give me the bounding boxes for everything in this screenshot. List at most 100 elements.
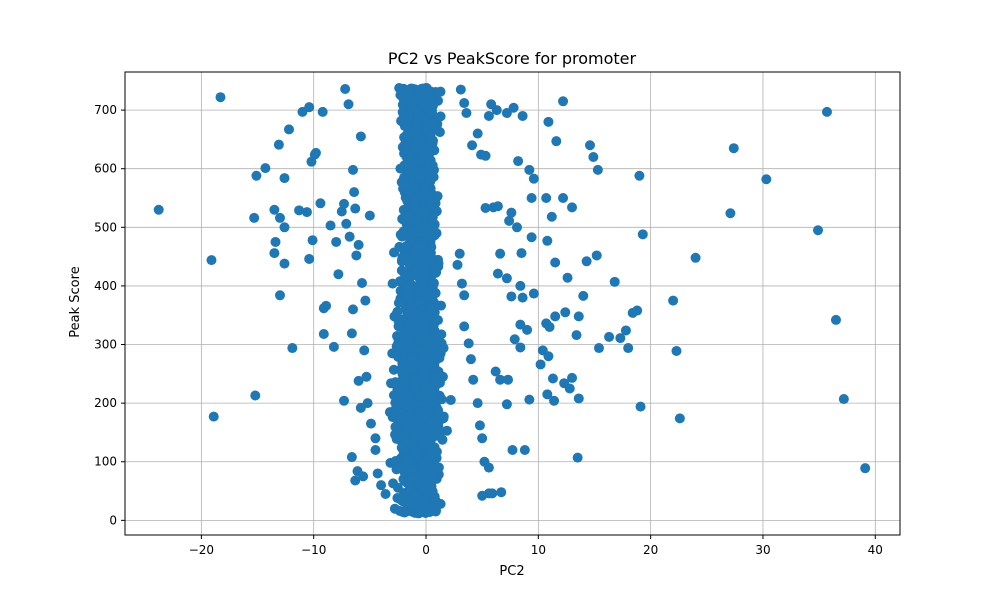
data-point	[419, 205, 430, 216]
axes-frame	[124, 71, 901, 536]
data-point	[427, 354, 438, 365]
data-point	[355, 131, 366, 142]
data-point	[490, 366, 501, 377]
data-point	[495, 248, 506, 259]
data-point	[412, 134, 423, 145]
data-point	[410, 215, 421, 226]
data-point	[860, 463, 871, 474]
data-point	[511, 222, 522, 233]
data-point	[404, 364, 415, 375]
data-point	[418, 353, 429, 364]
data-point	[397, 99, 408, 110]
data-point	[315, 198, 326, 209]
data-point	[380, 488, 391, 499]
data-point	[420, 268, 431, 279]
data-point	[635, 401, 646, 412]
data-point	[399, 180, 410, 191]
data-point	[269, 204, 280, 215]
data-point	[416, 425, 427, 436]
data-point	[526, 193, 537, 204]
data-point	[465, 354, 476, 365]
data-point	[317, 106, 328, 117]
data-point	[547, 373, 558, 384]
data-point	[522, 324, 533, 335]
data-point	[421, 345, 432, 356]
data-point	[353, 375, 364, 386]
data-point	[496, 487, 507, 498]
data-point	[591, 250, 602, 261]
data-point	[325, 220, 336, 231]
data-point	[393, 297, 404, 308]
data-point	[402, 85, 413, 96]
data-point	[206, 255, 217, 266]
data-point	[524, 164, 535, 175]
data-point	[436, 394, 447, 405]
data-point	[269, 248, 280, 259]
data-point	[501, 108, 512, 119]
data-point	[389, 503, 400, 514]
data-point	[632, 305, 643, 316]
data-point	[273, 139, 284, 150]
data-point	[417, 254, 428, 265]
data-point	[468, 374, 479, 385]
data-point	[406, 234, 417, 245]
data-point	[517, 110, 528, 121]
data-point	[249, 212, 260, 223]
data-point	[403, 400, 414, 411]
data-point	[388, 364, 399, 375]
data-point	[503, 374, 514, 385]
data-point	[396, 364, 407, 375]
x-tick-label: 0	[422, 543, 430, 557]
data-point	[270, 236, 281, 247]
data-point	[339, 395, 350, 406]
data-point	[551, 136, 562, 147]
data-point	[412, 240, 423, 251]
data-point	[609, 276, 620, 287]
y-axis-label: Peak Score	[68, 266, 83, 337]
data-point	[346, 452, 357, 463]
data-point	[549, 395, 560, 406]
data-point	[407, 353, 418, 364]
data-point	[423, 166, 434, 177]
data-point	[410, 194, 421, 205]
data-point	[424, 444, 435, 455]
data-point	[542, 235, 553, 246]
data-point	[517, 292, 528, 303]
data-point	[508, 102, 519, 113]
data-point	[506, 207, 517, 218]
data-point	[427, 198, 438, 209]
x-tick-label: −10	[301, 543, 326, 557]
data-point	[524, 394, 535, 405]
data-point	[634, 170, 645, 181]
data-point	[480, 202, 491, 213]
data-point	[463, 338, 474, 349]
data-point	[507, 445, 518, 456]
data-point	[501, 273, 512, 284]
data-point	[585, 140, 595, 151]
data-point	[830, 314, 841, 325]
data-point	[336, 206, 347, 217]
data-point	[391, 341, 402, 352]
data-point	[425, 255, 436, 266]
data-point	[402, 455, 413, 466]
data-point	[390, 456, 401, 467]
data-point	[395, 494, 406, 505]
data-point	[452, 259, 463, 270]
data-point	[407, 472, 418, 483]
data-point	[431, 430, 442, 441]
data-point	[604, 331, 615, 342]
data-point	[562, 272, 573, 283]
data-point	[477, 490, 488, 501]
data-point	[550, 257, 561, 268]
data-point	[544, 321, 555, 332]
x-tick-label: 10	[531, 543, 546, 557]
data-point	[350, 475, 361, 486]
data-point	[429, 491, 440, 502]
data-point	[431, 267, 442, 278]
y-tick-label: 0	[109, 513, 117, 527]
data-point	[838, 394, 849, 405]
data-point	[417, 148, 428, 159]
data-point	[251, 170, 262, 181]
data-point	[359, 345, 370, 356]
